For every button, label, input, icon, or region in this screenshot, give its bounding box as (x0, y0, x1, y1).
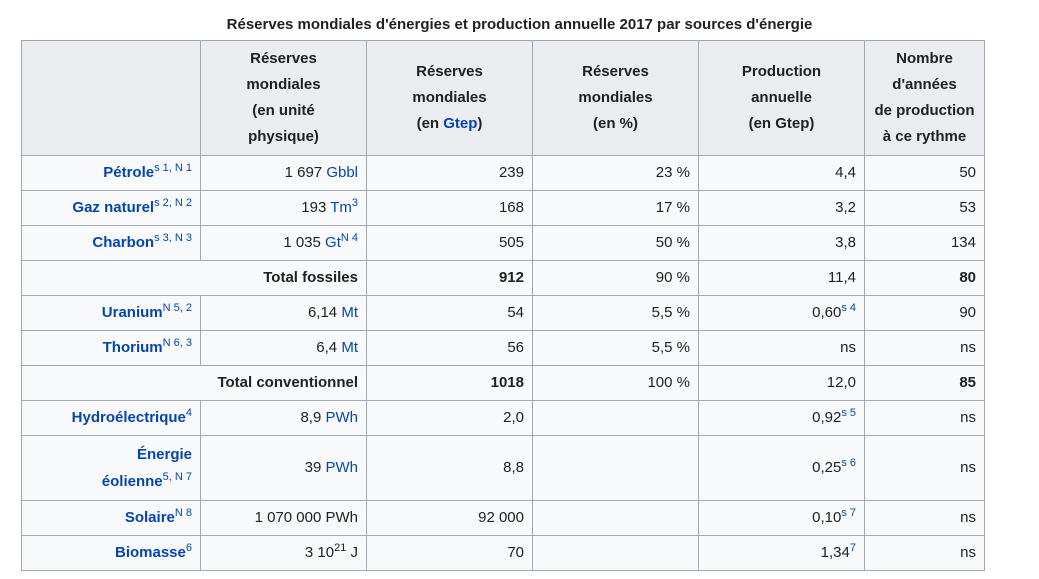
unit-link[interactable]: PWh (325, 409, 358, 426)
cell-gtep: 56 (366, 330, 533, 366)
cell-physical: 3 1021 J (200, 535, 367, 571)
table-row: Énergie éolienne5, N 7 39 PWh 8,8 0,25s 6… (21, 435, 985, 501)
row-label-uranium[interactable]: UraniumN 5, 2 (21, 295, 201, 331)
cell-physical: 6,14 Mt (200, 295, 367, 331)
cell-years: ns (864, 330, 985, 366)
header-annual-production: Production annuelle (en Gtep) (698, 40, 865, 156)
table-row: Hydroélectrique4 8,9 PWh 2,0 0,92s 5 ns (21, 400, 985, 436)
cell-production: 0,92s 5 (698, 400, 865, 436)
cell-physical: 39 PWh (200, 435, 367, 501)
unit-link[interactable]: Mt (341, 304, 358, 321)
cell-physical: 6,4 Mt (200, 330, 367, 366)
cell-years: 53 (864, 190, 985, 226)
unit-link[interactable]: Gt (325, 234, 341, 251)
table-row: SolaireN 8 1 070 000 PWh 92 000 0,10s 7 … (21, 500, 985, 536)
footnote-ref[interactable]: s 4 (841, 302, 856, 314)
unit-link[interactable]: PWh (325, 459, 358, 476)
cell-gtep: 8,8 (366, 435, 533, 501)
cell-percent: 5,5 % (532, 295, 699, 331)
row-label-biomasse[interactable]: Biomasse6 (21, 535, 201, 571)
cell-physical: 8,9 PWh (200, 400, 367, 436)
table-row: ThoriumN 6, 3 6,4 Mt 56 5,5 % ns ns (21, 330, 985, 366)
cell-production: 4,4 (698, 155, 865, 191)
cell-percent: 23 % (532, 155, 699, 191)
table-row: Biomasse6 3 1021 J 70 1,347 ns (21, 535, 985, 571)
cell-gtep: 168 (366, 190, 533, 226)
cell-production: ns (698, 330, 865, 366)
cell-production: 11,4 (698, 260, 865, 296)
cell-gtep: 92 000 (366, 500, 533, 536)
gtep-link[interactable]: Gtep (443, 115, 478, 132)
footnote-ref[interactable]: 7 (849, 542, 856, 554)
cell-physical: 193 Tm3 (200, 190, 367, 226)
header-reserves-percent: Réserves mondiales (en %) (532, 40, 699, 156)
cell-years: 134 (864, 225, 985, 261)
table-row: UraniumN 5, 2 6,14 Mt 54 5,5 % 0,60s 4 9… (21, 295, 985, 331)
cell-percent: 90 % (532, 260, 699, 296)
cell-years: ns (864, 435, 985, 501)
energy-reserves-table: Réserves mondiales (en unité physique) R… (21, 40, 985, 571)
header-years-of-production: Nombre d'années de production à ce rythm… (864, 40, 985, 156)
cell-production: 1,347 (698, 535, 865, 571)
cell-production: 12,0 (698, 365, 865, 401)
cell-percent (532, 500, 699, 536)
unit-link[interactable]: Gbbl (326, 164, 358, 181)
cell-percent (532, 535, 699, 571)
cell-years: 50 (864, 155, 985, 191)
table-row: Gaz naturels 2, N 2 193 Tm3 168 17 % 3,2… (21, 190, 985, 226)
cell-years: ns (864, 500, 985, 536)
table-row-total-fossiles: Total fossiles 912 90 % 11,4 80 (21, 260, 985, 296)
cell-production: 3,8 (698, 225, 865, 261)
footnote-ref[interactable]: s 6 (841, 457, 856, 469)
cell-years: ns (864, 535, 985, 571)
table-caption: Réserves mondiales d'énergies et product… (226, 16, 813, 33)
row-label-thorium[interactable]: ThoriumN 6, 3 (21, 330, 201, 366)
cell-production: 0,60s 4 (698, 295, 865, 331)
row-label-total-conventionnel: Total conventionnel (21, 365, 367, 401)
cell-production: 0,10s 7 (698, 500, 865, 536)
unit-link[interactable]: Tm3 (330, 197, 358, 217)
cell-percent (532, 435, 699, 501)
table-row: Pétroles 1, N 1 1 697 Gbbl 239 23 % 4,4 … (21, 155, 985, 191)
unit-link[interactable]: Mt (341, 339, 358, 356)
cell-physical: 1 035 GtN 4 (200, 225, 367, 261)
table-header-row: Réserves mondiales (en unité physique) R… (21, 40, 985, 156)
cell-percent: 5,5 % (532, 330, 699, 366)
header-reserves-gtep: Réserves mondiales (en Gtep) (366, 40, 533, 156)
table-row: Charbons 3, N 3 1 035 GtN 4 505 50 % 3,8… (21, 225, 985, 261)
cell-gtep: 54 (366, 295, 533, 331)
cell-physical: 1 070 000 PWh (200, 500, 367, 536)
cell-gtep: 1018 (366, 365, 533, 401)
cell-gtep: 2,0 (366, 400, 533, 436)
cell-percent: 17 % (532, 190, 699, 226)
cell-gtep: 505 (366, 225, 533, 261)
row-label-energie-eolienne[interactable]: Énergie éolienne5, N 7 (21, 435, 201, 501)
header-physical-reserves: Réserves mondiales (en unité physique) (200, 40, 367, 156)
cell-gtep: 239 (366, 155, 533, 191)
row-label-total-fossiles: Total fossiles (21, 260, 367, 296)
cell-percent: 100 % (532, 365, 699, 401)
cell-production: 0,25s 6 (698, 435, 865, 501)
footnote-ref[interactable]: N 4 (340, 232, 358, 244)
row-label-hydroelectrique[interactable]: Hydroélectrique4 (21, 400, 201, 436)
footnote-ref[interactable]: s 7 (841, 507, 856, 519)
cell-gtep: 912 (366, 260, 533, 296)
cell-physical: 1 697 Gbbl (200, 155, 367, 191)
cell-years: ns (864, 400, 985, 436)
cell-gtep: 70 (366, 535, 533, 571)
cell-production: 3,2 (698, 190, 865, 226)
corner-header-cell (21, 40, 201, 156)
row-label-petrole[interactable]: Pétroles 1, N 1 (21, 155, 201, 191)
cell-percent (532, 400, 699, 436)
cell-years: 80 (864, 260, 985, 296)
cell-years: 90 (864, 295, 985, 331)
cell-percent: 50 % (532, 225, 699, 261)
cell-years: 85 (864, 365, 985, 401)
row-label-gaz-naturel[interactable]: Gaz naturels 2, N 2 (21, 190, 201, 226)
footnote-ref[interactable]: s 5 (841, 407, 856, 419)
table-row-total-conventionnel: Total conventionnel 1018 100 % 12,0 85 (21, 365, 985, 401)
row-label-charbon[interactable]: Charbons 3, N 3 (21, 225, 201, 261)
row-label-solaire[interactable]: SolaireN 8 (21, 500, 201, 536)
